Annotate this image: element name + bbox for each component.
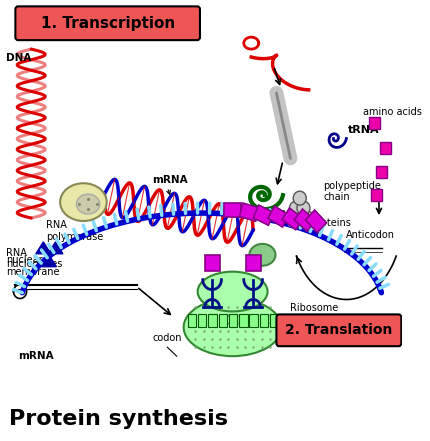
Text: 1. Transcription: 1. Transcription xyxy=(40,16,175,31)
Bar xyxy=(218,314,227,327)
Ellipse shape xyxy=(184,299,282,356)
Bar xyxy=(268,206,289,227)
Bar xyxy=(188,314,196,327)
Bar xyxy=(240,203,259,221)
Bar xyxy=(224,203,241,217)
FancyBboxPatch shape xyxy=(276,314,401,346)
Text: nuclear
membrane: nuclear membrane xyxy=(6,255,59,277)
Text: RNA
nucleotides: RNA nucleotides xyxy=(6,248,62,269)
Text: mRNA: mRNA xyxy=(18,351,54,361)
Bar xyxy=(270,314,278,327)
Polygon shape xyxy=(41,255,56,267)
Bar xyxy=(239,314,248,327)
Bar xyxy=(198,314,206,327)
Bar xyxy=(229,314,237,327)
Bar xyxy=(282,208,303,230)
Ellipse shape xyxy=(249,244,276,266)
Ellipse shape xyxy=(60,183,107,221)
Bar xyxy=(305,210,326,232)
Text: Ribosome: Ribosome xyxy=(290,303,339,314)
Bar xyxy=(369,117,380,129)
Polygon shape xyxy=(36,242,51,254)
Text: proteins: proteins xyxy=(311,218,351,228)
FancyBboxPatch shape xyxy=(15,6,200,40)
Circle shape xyxy=(293,211,306,225)
Circle shape xyxy=(286,211,299,225)
Bar xyxy=(249,314,258,327)
Circle shape xyxy=(289,201,303,215)
Text: polypeptide
chain: polypeptide chain xyxy=(323,180,381,202)
Text: Anticodon: Anticodon xyxy=(346,230,395,240)
Circle shape xyxy=(301,211,314,225)
Text: 2. Translation: 2. Translation xyxy=(285,323,393,337)
Text: codon: codon xyxy=(152,333,182,343)
Bar xyxy=(380,142,391,154)
Text: mRNA: mRNA xyxy=(152,175,188,185)
Bar xyxy=(376,166,387,178)
Bar xyxy=(209,314,217,327)
Ellipse shape xyxy=(77,194,100,214)
Ellipse shape xyxy=(198,272,267,311)
Bar xyxy=(294,209,315,231)
Text: amino acids: amino acids xyxy=(363,107,422,117)
Bar xyxy=(253,205,274,225)
Text: RNA
polymerase: RNA polymerase xyxy=(46,220,103,242)
Polygon shape xyxy=(48,242,63,254)
Circle shape xyxy=(297,201,310,215)
Circle shape xyxy=(293,191,306,205)
Bar xyxy=(371,189,382,201)
Bar xyxy=(260,314,268,327)
Text: rRNA: rRNA xyxy=(267,210,299,220)
Bar xyxy=(205,255,220,271)
Text: tRNA: tRNA xyxy=(348,124,380,135)
Text: Protein synthesis: Protein synthesis xyxy=(9,409,228,429)
Text: DNA: DNA xyxy=(6,53,31,63)
Bar xyxy=(246,255,261,271)
